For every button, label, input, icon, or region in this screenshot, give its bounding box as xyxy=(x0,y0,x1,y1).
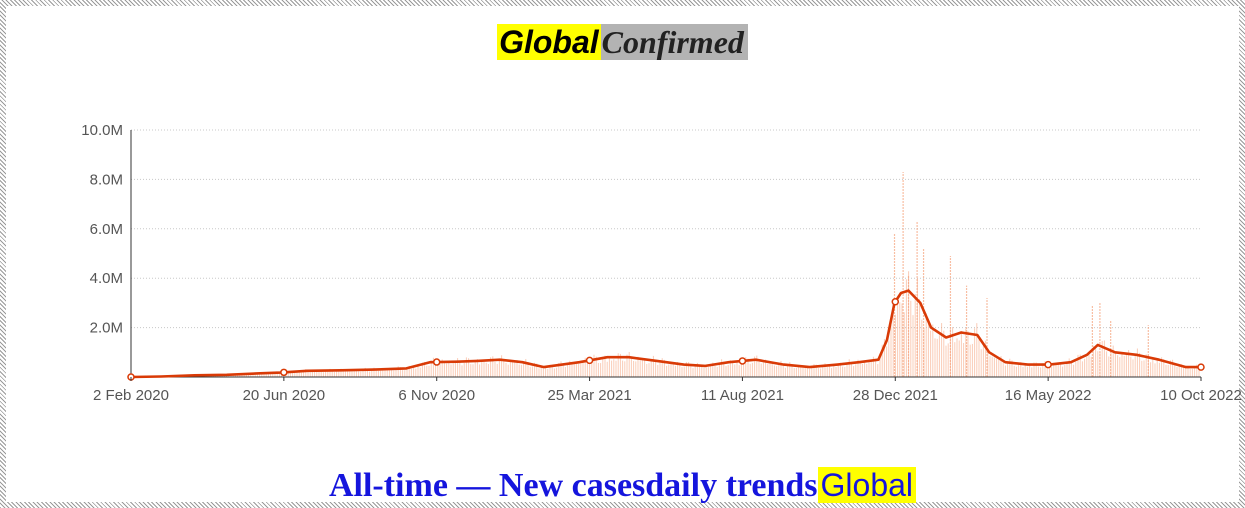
chart-title: GlobalConfirmed xyxy=(0,20,1245,64)
title-metric: Confirmed xyxy=(600,24,748,60)
x-tick-label: 28 Dec 2021 xyxy=(853,387,938,404)
trend-marker xyxy=(585,356,594,365)
daily-bars xyxy=(131,171,1200,377)
x-tick-label: 6 Nov 2020 xyxy=(398,387,475,404)
y-tick-label: 8.0M xyxy=(90,171,123,188)
trend-marker xyxy=(738,357,747,365)
trend-line xyxy=(130,289,1201,379)
x-tick-label: 2 Feb 2020 xyxy=(93,387,169,404)
trend-marker xyxy=(432,358,441,366)
x-tick-label: 16 May 2022 xyxy=(1005,387,1092,404)
gridlines xyxy=(131,129,1201,329)
y-tick-label: 10.0M xyxy=(81,122,123,139)
footer-region: Global xyxy=(817,467,917,503)
axes xyxy=(130,130,1201,378)
footer-text: All-time — New casesdaily trends xyxy=(328,467,818,504)
y-tick-label: 2.0M xyxy=(90,320,123,337)
trend-marker xyxy=(280,368,288,377)
x-tick-labels: 2 Feb 2020 20 Jun 2020 6 Nov 2020 25 Mar 20… xyxy=(93,377,1242,404)
trend-line-group xyxy=(127,289,1205,381)
x-tick-label: 20 Jun 2020 xyxy=(243,387,326,404)
y-tick-label: 4.0M xyxy=(90,270,123,287)
y-tick-labels: 2.0M 4.0M 6.0M 8.0M 10.0M xyxy=(81,122,123,337)
x-tick-label: 25 Mar 2021 xyxy=(547,387,631,404)
trend-marker xyxy=(891,297,900,306)
footer-caption: All-time — New casesdaily trendsGlobal xyxy=(0,463,1245,508)
y-tick-label: 6.0M xyxy=(90,221,123,238)
x-tick-label: 11 Aug 2021 xyxy=(701,387,784,404)
trend-marker xyxy=(1044,360,1052,369)
x-tick-label: 10 Oct 2022 xyxy=(1160,387,1242,404)
title-region: Global xyxy=(497,24,601,60)
trend-marker xyxy=(1197,363,1205,371)
